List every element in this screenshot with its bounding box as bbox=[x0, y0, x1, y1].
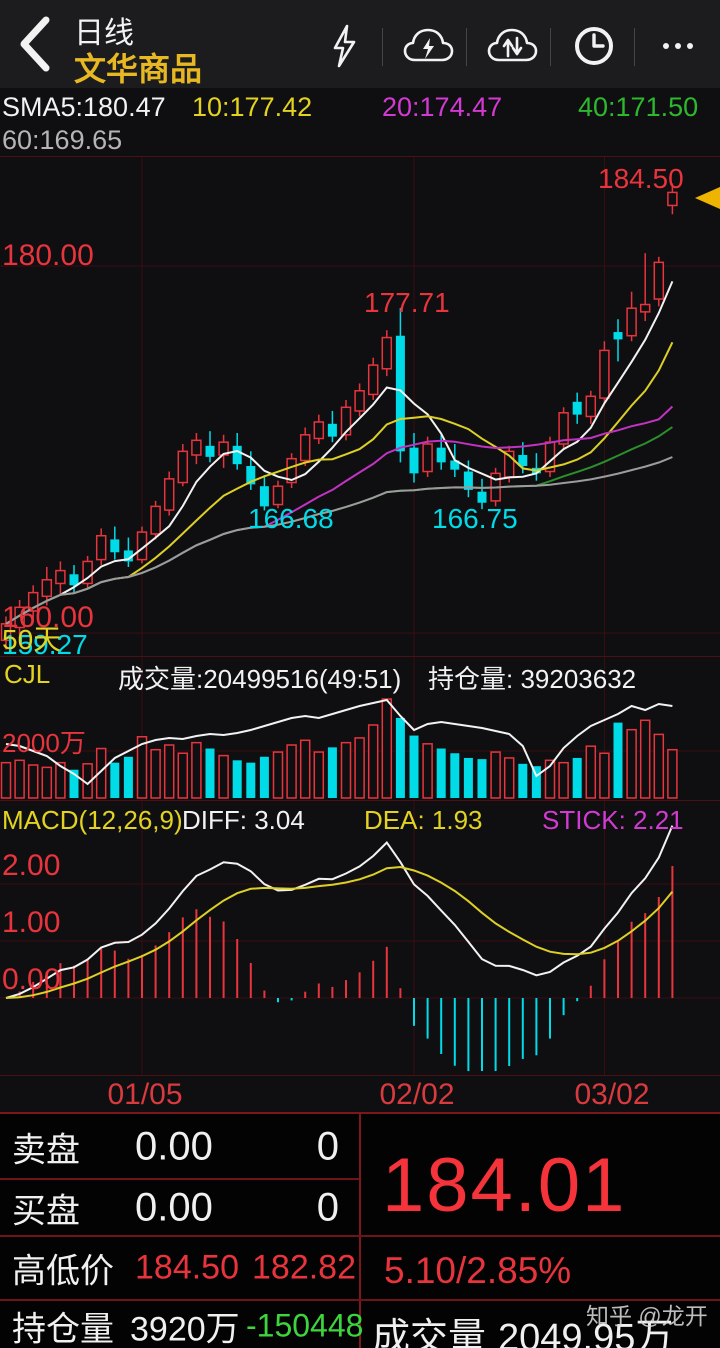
macd-pane[interactable]: MACD(12,26,9) DIFF: 3.04 DEA: 1.93 STICK… bbox=[0, 800, 720, 1076]
sma60-value: 60:169.65 bbox=[2, 125, 123, 155]
back-button[interactable] bbox=[10, 12, 62, 76]
history-button[interactable] bbox=[566, 22, 622, 70]
sma40-value: 40:171.50 bbox=[578, 92, 699, 122]
volume-gridline-label: 2000万 bbox=[2, 728, 86, 758]
macd-grid-2-label: 2.00 bbox=[2, 849, 61, 882]
volume-pane[interactable]: CJL 成交量:20499516(49:51) 持仓量: 39203632 20… bbox=[0, 656, 720, 801]
grid-price-160-label: 160.00 bbox=[2, 601, 94, 634]
row-separator bbox=[0, 1299, 720, 1301]
lightning-icon bbox=[333, 24, 356, 68]
quote-panel: 卖盘 0.00 0 买盘 0.00 0 高低价 184.50 182.82 持仓… bbox=[0, 1112, 720, 1348]
cloud-flash-button[interactable] bbox=[400, 22, 456, 70]
candlestick-pane[interactable]: 184.50 180.00 177.71 166.68 166.75 160.0… bbox=[0, 156, 720, 660]
day-low-value: 182.82 bbox=[252, 1248, 356, 1287]
price-change: 5.10/2.85% bbox=[384, 1250, 572, 1291]
buy-qty: 0 bbox=[316, 1185, 339, 1229]
visible-range-label: 50天 bbox=[2, 624, 62, 655]
swing-low-label-1: 166.68 bbox=[248, 503, 334, 534]
cjl-indicator-label[interactable]: CJL bbox=[4, 659, 51, 689]
cloud-lightning-icon bbox=[403, 28, 454, 62]
buy-row: 买盘 0.00 0 bbox=[0, 1180, 359, 1235]
period-label[interactable]: 日线 bbox=[74, 17, 134, 50]
icon-separator bbox=[550, 28, 551, 66]
min-price-label: 159.27 bbox=[2, 629, 88, 660]
panel-divider bbox=[359, 1114, 361, 1348]
app-title: 文华商品 bbox=[74, 51, 203, 87]
sma-indicator-row[interactable]: SMA5:180.47 10:177.42 20:174.47 40:171.5… bbox=[0, 88, 720, 156]
open-interest-label: 持仓量 bbox=[12, 1310, 114, 1348]
grid-price-180-label: 180.00 bbox=[2, 239, 94, 272]
sell-qty: 0 bbox=[316, 1124, 339, 1169]
open-interest-change: -150448 bbox=[246, 1307, 364, 1343]
quick-trade-button[interactable] bbox=[316, 22, 372, 70]
x-axis-date-1: 01/05 bbox=[107, 1078, 183, 1111]
day-high-value: 184.50 bbox=[135, 1248, 239, 1287]
swing-high-label: 177.71 bbox=[364, 287, 450, 318]
macd-dea-value: DEA: 1.93 bbox=[364, 805, 483, 835]
sma10-value: 10:177.42 bbox=[192, 92, 313, 122]
candlestick-chart[interactable] bbox=[0, 157, 720, 657]
cloud-sync-button[interactable] bbox=[484, 22, 540, 70]
high-low-label: 高低价 bbox=[12, 1252, 114, 1291]
icon-separator bbox=[634, 28, 635, 66]
x-axis-date-3: 03/02 bbox=[574, 1078, 650, 1111]
buy-label: 买盘 bbox=[12, 1192, 80, 1230]
watermark: 知乎 @龙开 bbox=[586, 1303, 708, 1329]
icon-separator bbox=[466, 28, 467, 66]
sma20-value: 20:174.47 bbox=[382, 92, 503, 122]
cloud-sync-icon bbox=[487, 28, 538, 62]
macd-indicator-label[interactable]: MACD(12,26,9) bbox=[2, 805, 183, 835]
open-interest-row: 持仓量 3920万 -150448 bbox=[0, 1301, 363, 1348]
ellipsis-icon bbox=[663, 43, 693, 49]
sell-row: 卖盘 0.00 0 bbox=[0, 1116, 359, 1178]
x-axis-date-2: 02/02 bbox=[379, 1078, 455, 1111]
icon-separator bbox=[382, 28, 383, 66]
macd-grid-0-label: 0.00 bbox=[2, 963, 61, 996]
x-axis: 01/05 02/02 03/02 bbox=[0, 1075, 720, 1112]
total-volume-label: 成交量 bbox=[372, 1317, 487, 1348]
open-interest-value: 3920万 bbox=[130, 1310, 240, 1348]
more-button[interactable] bbox=[650, 22, 706, 70]
latest-high-label: 184.50 bbox=[598, 163, 684, 194]
back-chevron-icon bbox=[20, 16, 50, 72]
cjl-open-interest-text: 持仓量: 39203632 bbox=[428, 664, 637, 694]
swing-low-label-2: 166.75 bbox=[432, 503, 518, 534]
sell-label: 卖盘 bbox=[12, 1131, 80, 1170]
last-price-pointer-icon bbox=[695, 187, 720, 209]
clock-icon bbox=[575, 27, 613, 65]
sell-price: 0.00 bbox=[135, 1124, 213, 1169]
macd-grid-1-label: 1.00 bbox=[2, 906, 61, 939]
total-volume-value: 2049.95万 bbox=[498, 1317, 674, 1348]
total-volume-row: 成交量 2049.95万 bbox=[372, 1306, 673, 1348]
top-nav-bar: 日线 文华商品 bbox=[0, 0, 720, 88]
buy-price: 0.00 bbox=[135, 1185, 213, 1229]
last-price: 184.01 bbox=[382, 1143, 627, 1228]
macd-diff-value: DIFF: 3.04 bbox=[182, 805, 305, 835]
row-separator bbox=[0, 1178, 359, 1180]
cjl-volume-text: 成交量:20499516(49:51) bbox=[118, 664, 402, 694]
volume-chart[interactable] bbox=[0, 657, 720, 801]
high-low-row: 高低价 184.50 182.82 bbox=[0, 1237, 359, 1299]
row-separator bbox=[0, 1235, 720, 1237]
macd-stick-value: STICK: 2.21 bbox=[542, 805, 684, 835]
sma5-value: SMA5:180.47 bbox=[2, 92, 166, 122]
macd-chart[interactable] bbox=[0, 801, 720, 1076]
